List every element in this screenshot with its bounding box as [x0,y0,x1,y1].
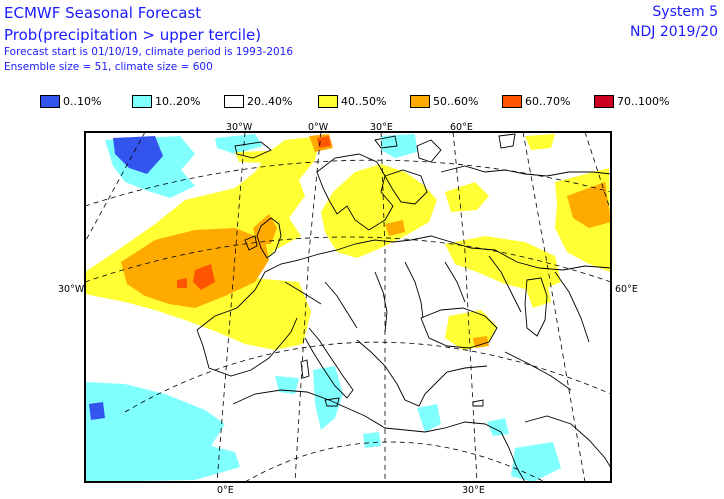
yellow-greenland [525,134,555,150]
blue-southwest [89,402,105,420]
legend-swatch [502,95,522,108]
system-label: System 5 [652,4,718,20]
left-axis-label-30w: 30°W [58,284,84,295]
legend-label: 10..20% [155,95,200,108]
legend-label: 40..50% [341,95,386,108]
legend-label: 20..40% [247,95,292,108]
yellow-scandinavia [321,164,437,258]
legend-swatch [132,95,152,108]
right-axis-label-60e: 60°E [615,284,638,295]
legend-label: 60..70% [525,95,570,108]
legend-swatch [224,95,244,108]
map-title: ECMWF Seasonal Forecast [4,4,201,22]
map-subtitle: Prob(precipitation > upper tercile) [4,26,261,44]
cyan-arabia [511,442,561,482]
bottom-axis-label-0e: 0°E [217,485,234,496]
season-label: NDJ 2019/20 [630,24,718,40]
cyan-greenland-strip [215,134,263,154]
yellow-north-russia [445,182,489,212]
ensemble-info: Ensemble size = 51, climate size = 600 [4,61,213,73]
legend-swatch [40,95,60,108]
legend-swatch [594,95,614,108]
red-norway-spot [317,136,331,148]
forecast-map [84,131,612,483]
yellow-black-sea-east [445,310,497,350]
legend-swatch [318,95,338,108]
legend-swatch [410,95,430,108]
cyan-southwest-atlantic [85,382,240,482]
map-canvas [85,132,611,482]
cyan-libya [363,432,381,448]
legend-label: 0..10% [63,95,101,108]
legend-label: 50..60% [433,95,478,108]
forecast-info: Forecast start is 01/10/19, climate peri… [4,46,293,58]
legend-label: 70..100% [617,95,669,108]
cyan-aegean [417,404,441,432]
bottom-axis-label-30e: 30°E [462,485,485,496]
